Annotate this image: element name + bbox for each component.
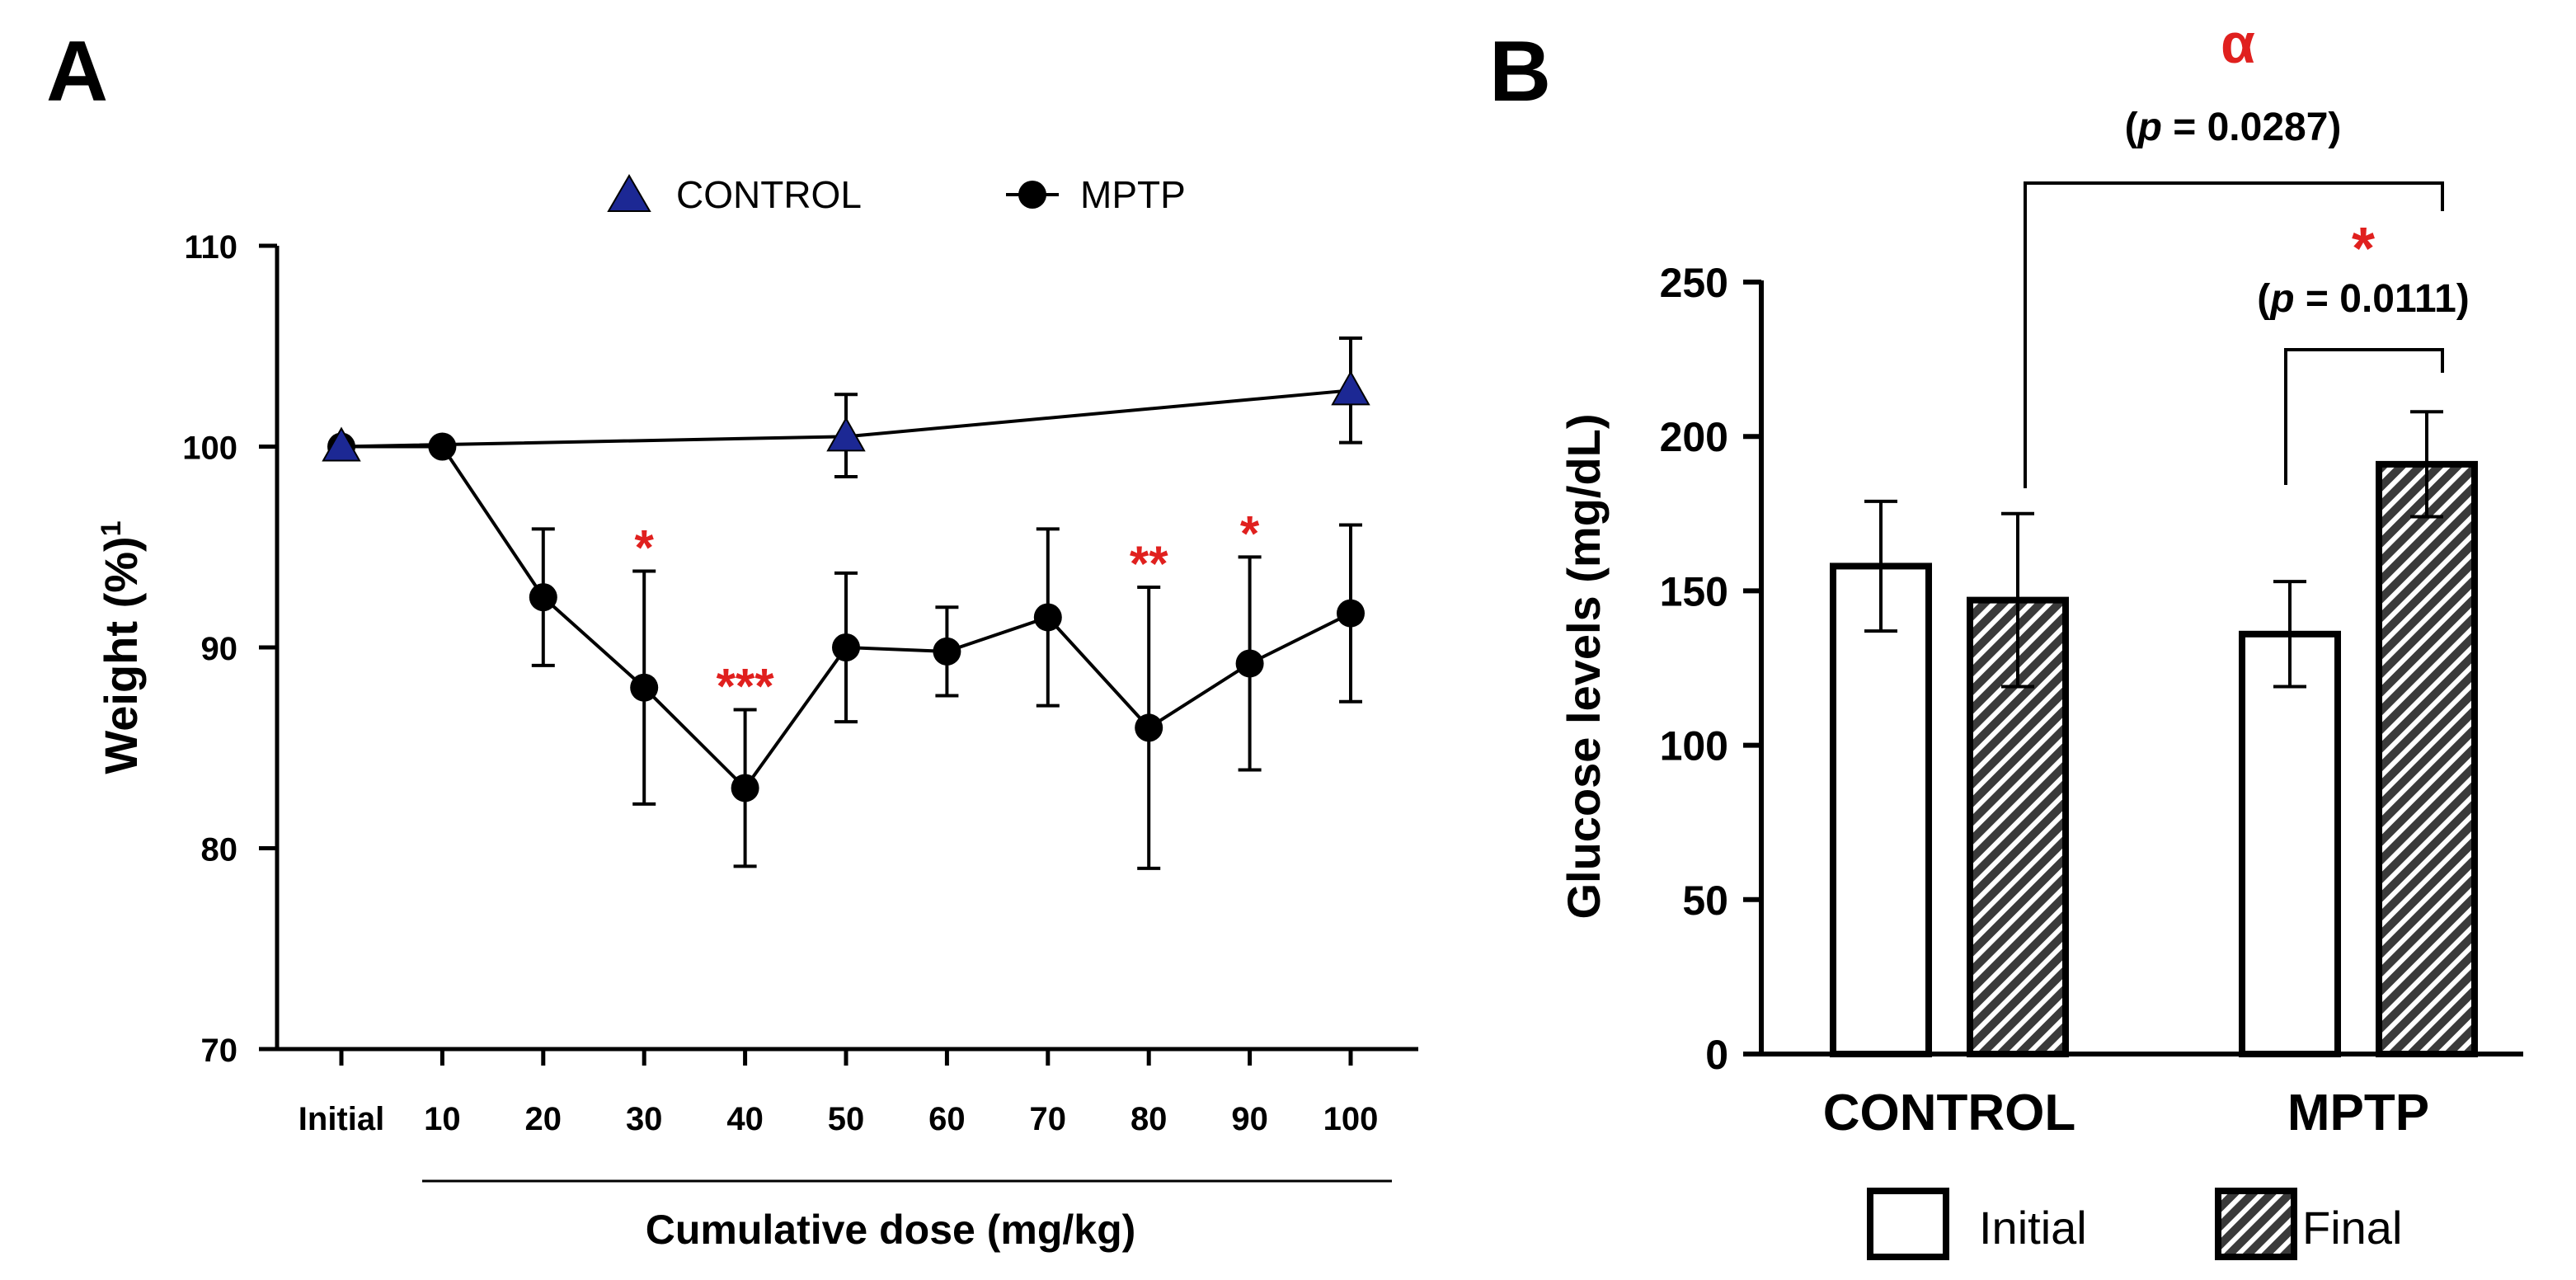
mptp-point [731,774,759,802]
x-tick-label: 20 [525,1101,562,1137]
y-tick-label: 200 [1660,414,1728,460]
y-tick-label: 110 [184,229,237,266]
x-tick-label: 90 [1231,1101,1268,1137]
mptp-point [1135,713,1163,742]
alpha-symbol: α [2221,12,2255,75]
legend-mptp-marker [1018,181,1046,209]
panel-a-y-ticks: 70 80 90 100 110 [182,229,277,1069]
legend-final-label: Final [2302,1202,2402,1254]
panel-a: A CONTROL MPTP 70 80 90 100 110 Initial 10 20 3… [46,24,1418,1253]
x-tick-label: 80 [1131,1101,1168,1137]
star-symbol: * [2352,216,2375,282]
legend-control-label: CONTROL [676,173,862,216]
panel-a-x-label: Cumulative dose (mg/kg) [646,1207,1136,1253]
alpha-comparison: α (p = 0.0287) [2024,12,2444,488]
star-comparison: * (p = 0.0111) [2257,216,2470,485]
mptp-point [933,637,961,666]
mptp-point [832,633,860,661]
mptp-point [428,432,457,461]
panel-b-label: B [1489,24,1551,120]
panel-b-y-ticks: 0 50 100 150 200 250 [1660,260,1761,1078]
category-label-mptp: MPTP [2287,1085,2429,1141]
x-tick-label: Initial [298,1101,384,1137]
x-tick-label: 30 [626,1101,663,1137]
legend-control-marker [607,174,651,212]
significance-stars: ** [1130,536,1168,591]
y-tick-label: 70 [201,1033,238,1069]
x-tick-label: 70 [1030,1101,1067,1137]
initial-bar [2239,630,2341,1057]
panel-a-y-label: Weight (%)1 [95,520,147,774]
control-point [826,416,866,452]
legend-final-swatch [2215,1188,2297,1260]
star-p-value: (p = 0.0111) [2257,277,2470,321]
x-tick-label: 50 [828,1101,865,1137]
panel-a-label: A [46,24,108,120]
alpha-p-value: (p = 0.0287) [2125,106,2342,149]
panel-a-annotations: ******* [635,506,1260,713]
final-bar [2376,460,2478,1057]
alpha-p-number: = 0.0287 [2173,106,2328,149]
y-tick-label: 0 [1705,1032,1728,1078]
star-p-number: = 0.0111 [2306,277,2456,321]
panel-b: B 0 50 100 150 200 250 Glucose levels (mg/dL)… [1489,12,2523,1260]
mptp-point [630,673,659,702]
panel-b-legend: Initial Final [1867,1188,2402,1260]
x-tick-label: 100 [1323,1101,1379,1137]
star-p-letter: p [2268,277,2294,321]
y-tick-label: 100 [1660,723,1728,769]
initial-bar [1830,562,1932,1057]
panel-a-legend: CONTROL MPTP [607,173,1186,216]
panel-a-x-ticks: Initial 10 20 30 40 50 60 70 80 90 100 [298,1049,1379,1137]
x-tick-label: 40 [726,1101,764,1137]
alpha-bracket [2024,181,2444,488]
category-label-control: CONTROL [1823,1085,2076,1141]
legend-initial-swatch [1867,1188,1949,1260]
significance-stars: *** [717,658,775,713]
y-tick-label: 150 [1660,568,1728,614]
mptp-point [1337,599,1365,628]
star-bracket [2284,348,2444,485]
panel-b-bars [1830,410,2478,1057]
control-point [322,426,361,462]
panel-a-y-label-text: Weight (%) [95,536,147,774]
y-tick-label: 90 [201,631,238,667]
control-point [1331,370,1370,406]
panel-b-y-label: Glucose levels (mg/dL) [1558,413,1610,919]
y-tick-label: 80 [201,832,238,868]
legend-initial-label: Initial [1979,1202,2087,1254]
mptp-point [529,583,557,612]
significance-stars: * [635,520,655,575]
y-tick-label: 100 [182,431,237,467]
legend-mptp-label: MPTP [1080,173,1186,216]
y-tick-label: 50 [1682,878,1728,924]
mptp-point [1235,649,1264,678]
mptp-point [1033,603,1062,632]
x-tick-label: 60 [928,1101,966,1137]
x-tick-label: 10 [424,1101,461,1137]
alpha-p-letter: p [2136,106,2162,149]
panel-a-y-label-superscript: 1 [96,520,127,536]
significance-stars: * [1240,506,1260,561]
y-tick-label: 250 [1660,260,1728,306]
panel-a-series [322,336,1370,870]
